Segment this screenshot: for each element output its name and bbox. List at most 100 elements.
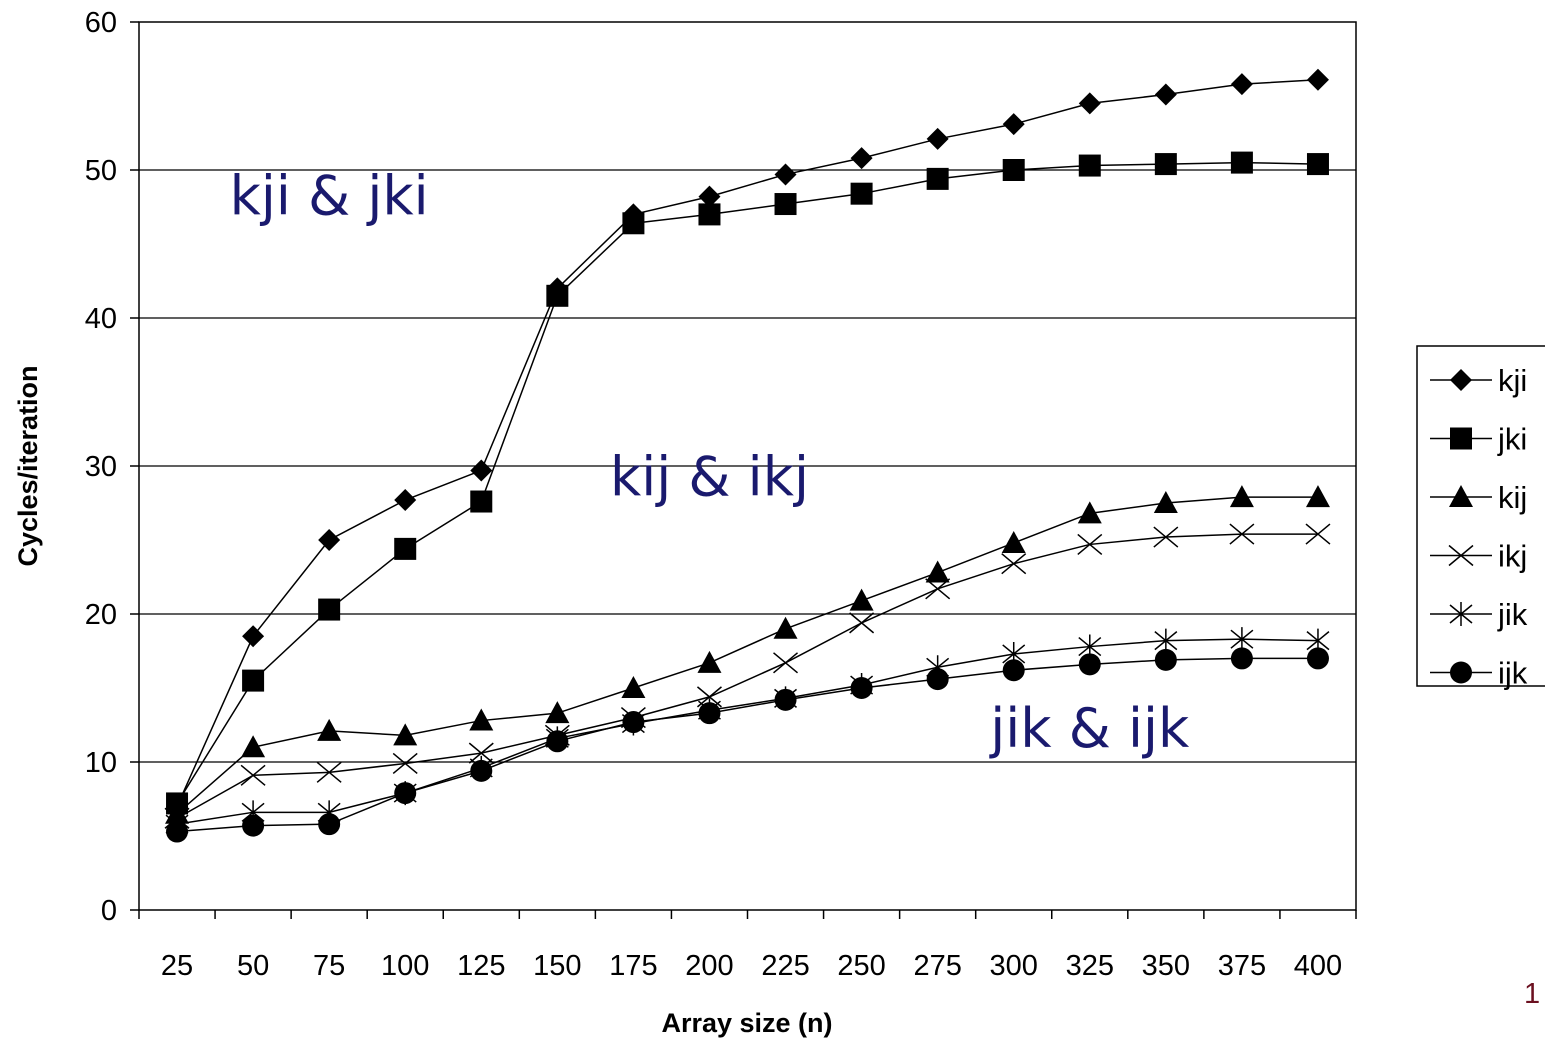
x-tick-label-275: 275 bbox=[913, 950, 961, 982]
x-axis-title: Array size (n) bbox=[661, 1008, 832, 1038]
data-point-kji-300 bbox=[1002, 113, 1025, 136]
x-tick-label-400: 400 bbox=[1294, 950, 1342, 982]
data-point-ijk-400 bbox=[1306, 647, 1329, 670]
series-line-jki bbox=[176, 161, 1318, 804]
x-tick-label-300: 300 bbox=[990, 950, 1038, 982]
legend-box bbox=[1416, 345, 1545, 687]
annotation-1: kji & jki bbox=[230, 164, 429, 227]
legend-label-ijk: ijk bbox=[1498, 656, 1528, 691]
page-number: 1 bbox=[1524, 978, 1540, 1010]
x-tick-label-375: 375 bbox=[1218, 950, 1266, 982]
data-point-ijk-150 bbox=[546, 730, 569, 753]
data-point-jki-300 bbox=[1002, 159, 1025, 181]
annotation-2: kij & ikj bbox=[610, 446, 809, 509]
legend-marker-kji bbox=[1450, 369, 1472, 391]
series-kji bbox=[166, 68, 1329, 818]
data-point-ijk-375 bbox=[1230, 647, 1253, 670]
data-point-kij-75 bbox=[317, 718, 342, 741]
x-tick-label-75: 75 bbox=[313, 950, 345, 982]
x-tick-label-100: 100 bbox=[381, 950, 429, 982]
data-point-kij-150 bbox=[545, 701, 570, 724]
x-tick-label-125: 125 bbox=[457, 950, 505, 982]
data-point-kji-375 bbox=[1230, 73, 1253, 96]
series-ikj bbox=[164, 523, 1331, 829]
data-point-jki-350 bbox=[1154, 153, 1177, 176]
data-point-jki-225 bbox=[774, 193, 797, 216]
data-point-ijk-200 bbox=[698, 702, 721, 725]
y-tick-label-10: 10 bbox=[85, 747, 117, 779]
data-point-kji-400 bbox=[1306, 68, 1329, 91]
data-point-ijk-225 bbox=[774, 688, 797, 711]
legend-item-ikj: ikj bbox=[1430, 539, 1527, 574]
data-point-kij-375 bbox=[1229, 485, 1254, 508]
data-point-kij-200 bbox=[697, 650, 722, 673]
legend: kji jki kij ikj jik ijk bbox=[1416, 345, 1545, 691]
x-tick-label-250: 250 bbox=[837, 950, 885, 982]
series-line-jik bbox=[176, 638, 1318, 825]
data-point-ijk-75 bbox=[318, 813, 341, 836]
data-point-jik-375 bbox=[1230, 627, 1254, 652]
series-kij bbox=[165, 485, 1330, 824]
data-point-ikj-100 bbox=[392, 752, 418, 775]
legend-item-jik: jik bbox=[1430, 597, 1528, 632]
grid-lines bbox=[139, 169, 1356, 763]
series-line-kij bbox=[176, 496, 1318, 815]
y-tick-label-50: 50 bbox=[85, 155, 117, 187]
x-tick-label-50: 50 bbox=[237, 950, 269, 982]
x-tick-label-175: 175 bbox=[609, 950, 657, 982]
data-point-ikj-250 bbox=[849, 612, 875, 634]
data-point-ijk-175 bbox=[622, 711, 645, 734]
data-point-jki-175 bbox=[622, 212, 645, 235]
legend-marker-kij bbox=[1449, 485, 1473, 507]
data-point-jki-250 bbox=[850, 182, 873, 205]
legend-label-ikj: ikj bbox=[1498, 539, 1527, 574]
data-point-ijk-325 bbox=[1078, 653, 1101, 676]
legend-item-kji: kji bbox=[1430, 363, 1527, 398]
data-point-ikj-75 bbox=[316, 761, 342, 783]
data-point-kji-200 bbox=[698, 185, 721, 208]
data-point-jki-75 bbox=[318, 598, 341, 621]
data-point-ikj-225 bbox=[773, 652, 799, 674]
series-jki bbox=[166, 151, 1329, 815]
data-point-jki-50 bbox=[242, 669, 265, 692]
x-tick-label-150: 150 bbox=[533, 950, 581, 982]
x-tick-label-325: 325 bbox=[1066, 950, 1114, 982]
data-point-ijk-50 bbox=[242, 814, 265, 837]
data-point-kij-400 bbox=[1305, 485, 1330, 508]
data-point-ijk-25 bbox=[166, 820, 189, 843]
data-point-ikj-350 bbox=[1153, 526, 1179, 548]
axes: 0 10 20 30 40 50 60 25 50 75 100 125 150 175 200 225 250… bbox=[85, 7, 1357, 982]
x-tick-label-200: 200 bbox=[685, 950, 733, 982]
annotations: kji & jki kij & ikj jik & ijk bbox=[230, 164, 1190, 760]
legend-item-ijk: ijk bbox=[1430, 656, 1528, 691]
data-point-kji-100 bbox=[394, 489, 417, 512]
series-layer bbox=[164, 68, 1331, 843]
y-tick-label-60: 60 bbox=[85, 7, 117, 39]
data-point-jki-100 bbox=[394, 537, 417, 560]
data-point-jki-375 bbox=[1230, 151, 1253, 174]
data-point-jik-350 bbox=[1154, 628, 1178, 653]
series-line-ikj bbox=[176, 533, 1318, 819]
data-point-kij-300 bbox=[1001, 530, 1026, 553]
x-tick-label-25: 25 bbox=[161, 950, 193, 982]
legend-marker-ikj bbox=[1448, 544, 1474, 567]
data-point-ijk-250 bbox=[850, 677, 873, 699]
annotation-3: jik & ijk bbox=[989, 697, 1190, 760]
legend-item-kij: kij bbox=[1430, 480, 1527, 515]
data-point-ikj-375 bbox=[1229, 523, 1255, 545]
y-tick-label-20: 20 bbox=[85, 599, 117, 631]
data-point-ijk-275 bbox=[926, 668, 949, 691]
legend-marker-jik bbox=[1449, 602, 1473, 626]
data-point-kji-75 bbox=[318, 529, 341, 551]
data-point-jki-200 bbox=[698, 203, 721, 226]
legend-label-jki: jki bbox=[1497, 422, 1527, 457]
data-point-kji-125 bbox=[470, 459, 493, 482]
data-point-kij-325 bbox=[1077, 501, 1102, 524]
legend-label-jik: jik bbox=[1497, 597, 1528, 632]
series-ijk bbox=[166, 647, 1329, 843]
x-tick-label-225: 225 bbox=[761, 950, 809, 982]
legend-marker-jki bbox=[1450, 427, 1472, 450]
data-point-ijk-125 bbox=[470, 759, 493, 782]
data-point-kji-350 bbox=[1154, 83, 1177, 106]
